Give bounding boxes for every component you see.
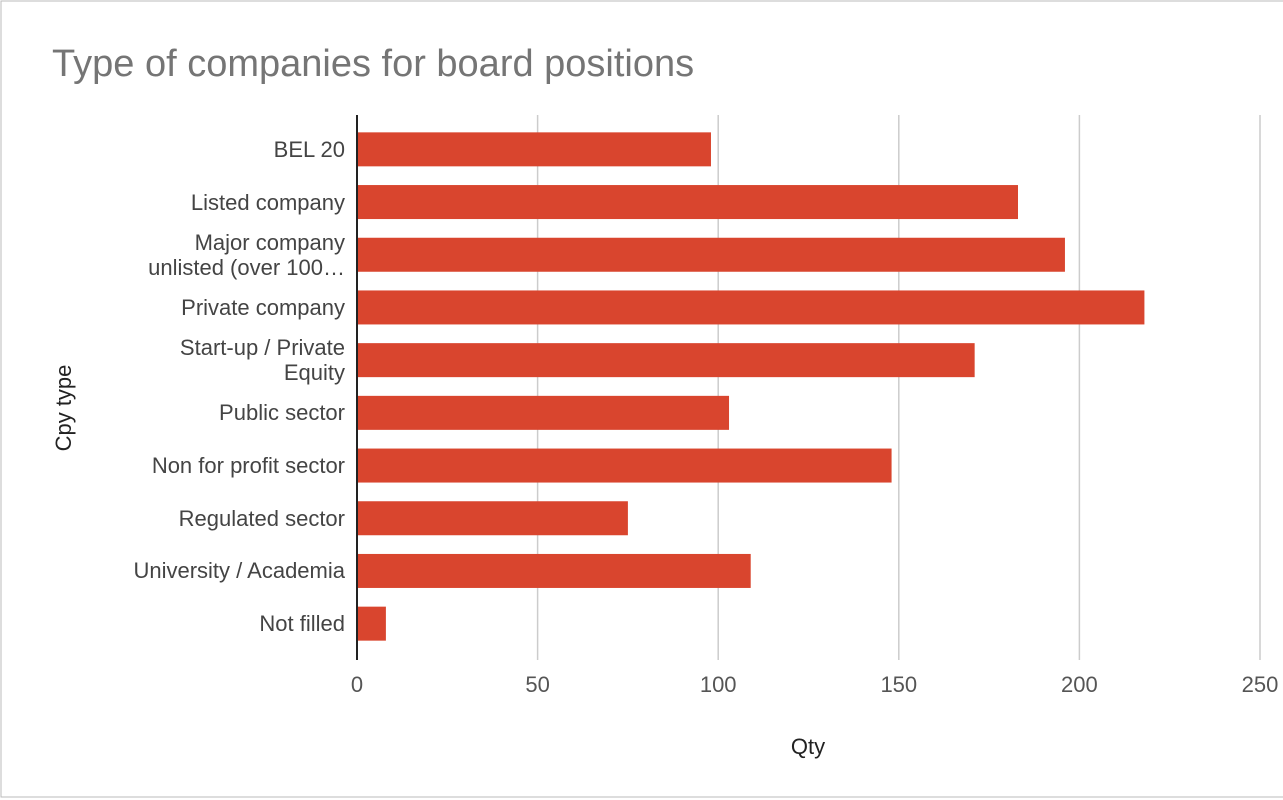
bar <box>357 395 730 430</box>
x-tick-label: 0 <box>351 672 363 697</box>
y-axis-title: Cpy type <box>51 365 76 452</box>
y-tick-label: Private company <box>181 294 345 320</box>
y-tick-label: Major company unlisted (over 100… <box>148 229 345 280</box>
x-axis-title: Qty <box>791 734 825 759</box>
bar <box>357 343 975 378</box>
x-tick-label: 200 <box>1061 672 1098 697</box>
x-tick-label: 100 <box>700 672 737 697</box>
bar <box>357 132 711 167</box>
y-tick-label: Start-up / Private Equity <box>179 335 345 386</box>
x-tick-label: 250 <box>1242 672 1279 697</box>
y-tick-label: University / Academia <box>133 558 345 584</box>
y-tick-label: Not filled <box>259 611 345 637</box>
chart-title: Type of companies for board positions <box>52 43 694 85</box>
y-tick-label: Non for profit sector <box>151 453 345 479</box>
bar <box>357 448 892 483</box>
y-tick-label: BEL 20 <box>273 136 345 162</box>
x-tick-label: 50 <box>525 672 549 697</box>
bar <box>357 185 1018 220</box>
bar <box>357 237 1065 272</box>
y-tick-label: Listed company <box>190 189 345 215</box>
x-tick-label: 150 <box>880 672 917 697</box>
bar <box>357 501 628 536</box>
y-tick-label: Public sector <box>219 400 345 426</box>
y-tick-label: Regulated sector <box>178 505 345 531</box>
bar <box>357 553 751 588</box>
bar <box>357 606 386 641</box>
bar <box>357 290 1145 325</box>
